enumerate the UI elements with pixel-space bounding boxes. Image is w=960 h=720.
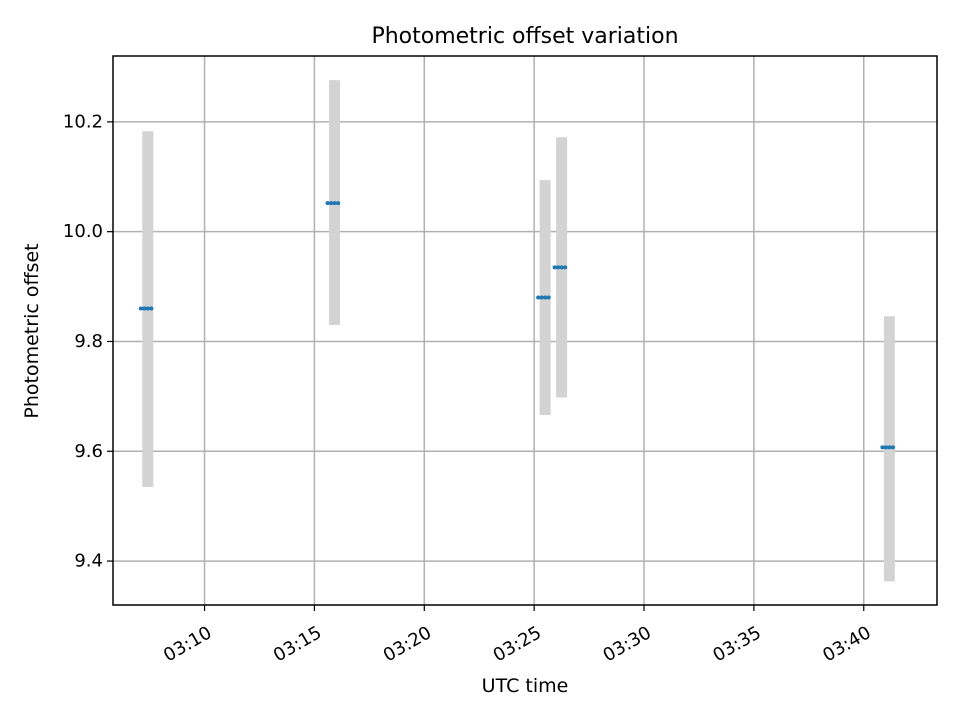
y-tick-label: 9.4 (74, 551, 103, 572)
x-axis-label: UTC time (482, 675, 569, 697)
y-tick-label: 10.2 (63, 111, 103, 132)
data-points (138, 201, 899, 450)
chart-title: Photometric offset variation (371, 24, 678, 49)
y-tick-label: 9.8 (74, 331, 103, 352)
grid (113, 56, 937, 605)
y-tick-label: 10.0 (63, 221, 103, 242)
y-axis-label: Photometric offset (21, 243, 43, 418)
y-tick-label: 9.6 (74, 441, 103, 462)
y-axis-ticks: 9.4 9.6 9.8 10.0 10.2 (63, 111, 113, 572)
plot-frame (112, 55, 938, 606)
